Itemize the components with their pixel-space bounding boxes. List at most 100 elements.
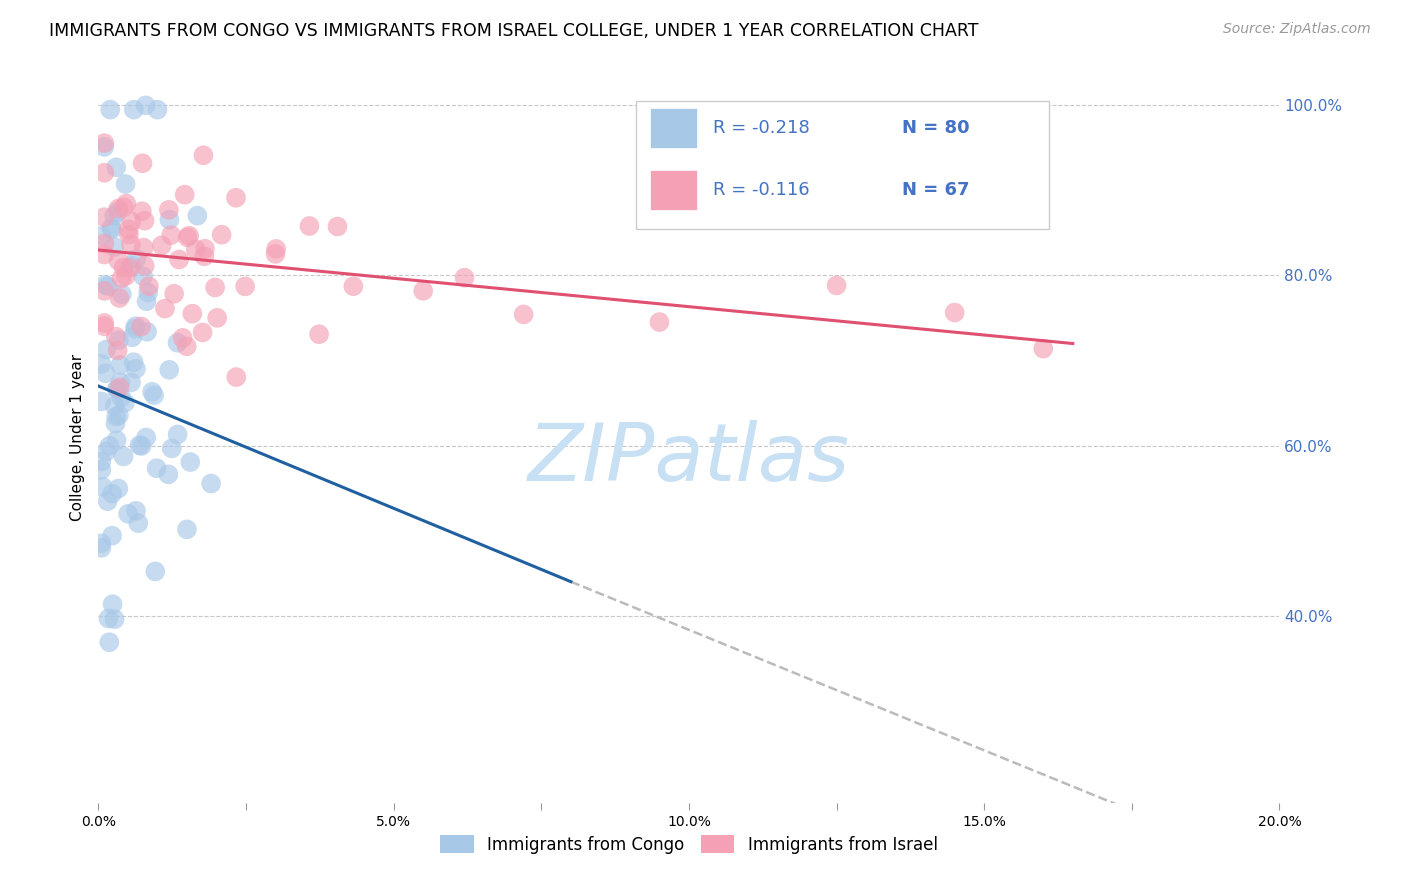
Point — [90, 463, 112, 477]
Text: N = 67: N = 67 — [901, 181, 969, 199]
Text: N = 80: N = 80 — [901, 120, 969, 137]
Point — [121, 259, 143, 273]
Point — [132, 241, 155, 255]
Point — [115, 196, 138, 211]
Point — [110, 376, 132, 390]
FancyBboxPatch shape — [650, 170, 697, 211]
Point — [120, 376, 142, 390]
Point — [97, 279, 120, 293]
Point — [157, 467, 180, 482]
Text: ZIPatlas: ZIPatlas — [527, 420, 851, 498]
Point — [176, 339, 198, 353]
Point — [825, 278, 848, 293]
Point — [131, 439, 153, 453]
Point — [93, 319, 115, 334]
Point — [264, 242, 287, 256]
Point — [98, 635, 121, 649]
Point — [194, 242, 217, 256]
Point — [160, 442, 183, 456]
Point — [90, 357, 112, 371]
Point — [205, 310, 228, 325]
Point — [172, 331, 194, 345]
Text: Source: ZipAtlas.com: Source: ZipAtlas.com — [1223, 22, 1371, 37]
Point — [298, 219, 321, 233]
Point — [118, 227, 141, 242]
Point — [135, 294, 157, 309]
Point — [103, 209, 125, 223]
Point — [943, 305, 966, 319]
Point — [143, 565, 166, 579]
Point — [176, 230, 198, 244]
Point — [101, 486, 124, 500]
Point — [200, 476, 222, 491]
Point — [114, 395, 136, 409]
Point — [101, 529, 124, 543]
Text: R = -0.116: R = -0.116 — [713, 181, 810, 199]
Point — [105, 382, 128, 396]
Point — [166, 335, 188, 350]
Point — [93, 247, 115, 261]
Point — [150, 238, 173, 252]
Point — [121, 214, 143, 228]
Point — [211, 227, 233, 242]
Point — [110, 391, 132, 405]
Point — [100, 220, 122, 235]
Point — [131, 204, 153, 219]
Point — [157, 212, 180, 227]
Point — [104, 399, 127, 413]
Point — [157, 363, 180, 377]
Point — [135, 430, 157, 444]
Point — [93, 210, 115, 224]
Point — [94, 277, 117, 292]
Point — [125, 361, 148, 376]
Point — [145, 461, 167, 475]
Point — [93, 316, 115, 330]
Point — [412, 284, 434, 298]
Point — [167, 252, 190, 267]
Point — [326, 219, 349, 234]
Point — [129, 319, 152, 334]
Point — [1032, 342, 1054, 356]
Point — [110, 358, 132, 372]
Text: IMMIGRANTS FROM CONGO VS IMMIGRANTS FROM ISRAEL COLLEGE, UNDER 1 YEAR CORRELATIO: IMMIGRANTS FROM CONGO VS IMMIGRANTS FROM… — [49, 22, 979, 40]
Point — [90, 228, 112, 243]
Point — [101, 597, 124, 611]
Point — [93, 136, 115, 150]
Point — [233, 279, 256, 293]
Point — [105, 383, 128, 397]
Point — [122, 355, 145, 369]
Point — [146, 103, 169, 117]
Point — [111, 287, 134, 301]
Point — [176, 522, 198, 536]
Point — [131, 156, 153, 170]
Point — [453, 270, 475, 285]
Point — [181, 307, 204, 321]
Point — [93, 284, 115, 298]
Point — [132, 269, 155, 284]
Point — [264, 247, 287, 261]
Point — [105, 161, 128, 175]
Point — [184, 243, 207, 257]
Point — [193, 148, 215, 162]
Point — [193, 249, 215, 263]
Point — [98, 439, 121, 453]
Point — [163, 286, 186, 301]
Point — [143, 388, 166, 402]
Point — [191, 326, 214, 340]
Point — [94, 366, 117, 380]
Point — [117, 507, 139, 521]
Point — [93, 140, 115, 154]
Point — [125, 504, 148, 518]
Point — [136, 285, 159, 300]
Point — [93, 236, 115, 251]
Point — [173, 187, 195, 202]
Point — [153, 301, 176, 316]
Point — [107, 253, 129, 268]
Point — [166, 427, 188, 442]
Point — [97, 611, 120, 625]
Point — [101, 222, 124, 236]
Point — [160, 228, 183, 243]
Point — [107, 343, 129, 358]
Legend: Immigrants from Congo, Immigrants from Israel: Immigrants from Congo, Immigrants from I… — [433, 829, 945, 860]
Point — [90, 541, 112, 555]
